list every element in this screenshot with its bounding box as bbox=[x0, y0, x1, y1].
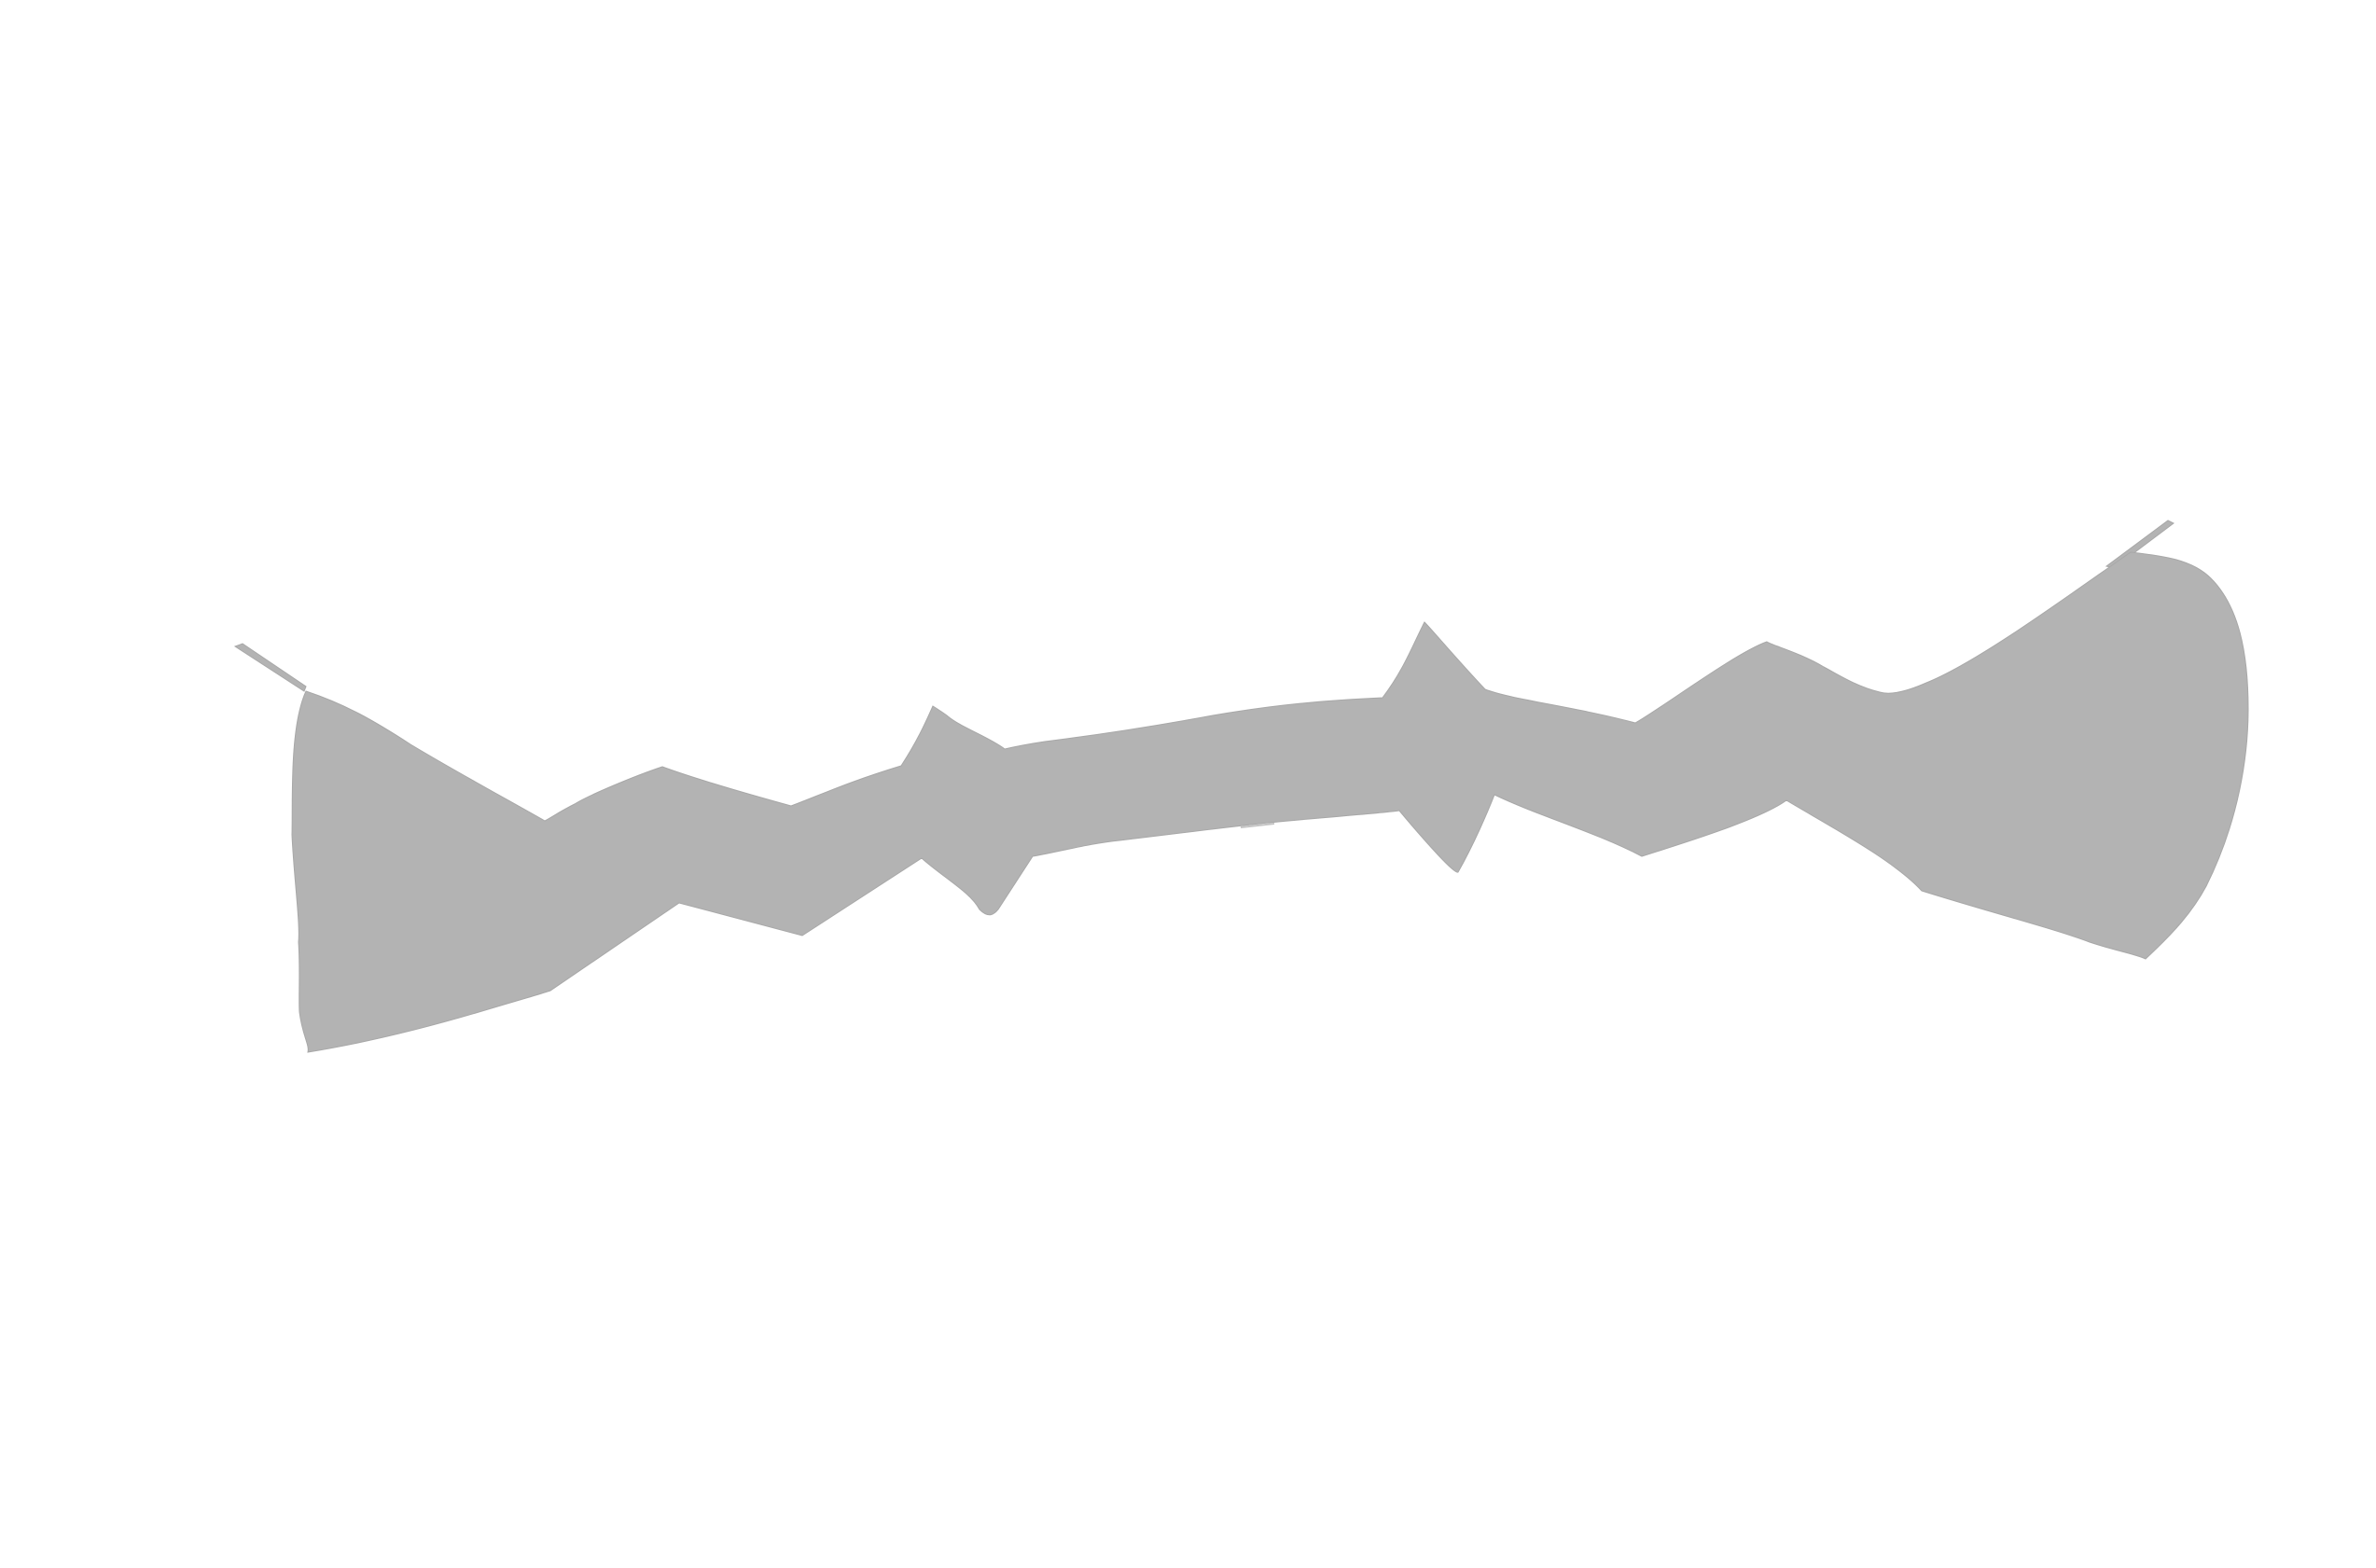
left-tip-stroke bbox=[233, 643, 307, 692]
seam-line bbox=[1240, 823, 1275, 828]
gray-band-shape bbox=[291, 551, 2249, 1053]
